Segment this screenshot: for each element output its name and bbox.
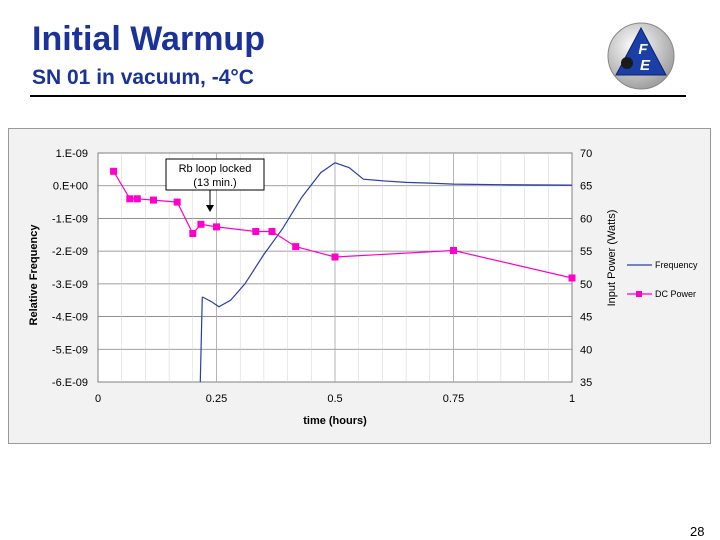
legend-dcpower-label: DC Power xyxy=(655,289,696,299)
annotation-arrowhead xyxy=(206,205,214,212)
svg-text:E: E xyxy=(640,57,651,74)
y-axis-title: Relative Frequency xyxy=(28,224,40,326)
y-tick-label: -4.E-09 xyxy=(52,312,88,324)
y2-tick-label: 60 xyxy=(580,213,592,225)
y2-tick-label: 65 xyxy=(580,181,592,193)
y2-tick-label: 40 xyxy=(580,344,592,356)
dc-power-marker xyxy=(268,228,276,235)
y-tick-label: -2.E-09 xyxy=(52,246,88,258)
gridlines xyxy=(98,153,572,382)
dc-power-marker xyxy=(189,230,197,237)
dc-power-marker xyxy=(150,196,157,204)
y2-tick-label: 45 xyxy=(580,312,592,324)
dc-power-marker xyxy=(197,220,205,228)
x-tick-label: 0 xyxy=(95,393,101,405)
y-tick-label: -1.E-09 xyxy=(52,213,88,225)
dc-power-marker xyxy=(331,253,339,261)
dc-power-marker xyxy=(213,223,220,231)
dc-power-marker xyxy=(133,195,141,203)
y-tick-label: -5.E-09 xyxy=(52,344,88,356)
slide-subtitle: SN 01 in vacuum, -4°C xyxy=(32,66,254,89)
annotation-line1: Rb loop locked xyxy=(179,163,252,175)
y-tick-label: 0.E+00 xyxy=(53,181,88,193)
frequency-line xyxy=(202,162,573,308)
tick-labels: 1.E-09 0.E+00 -1.E-09 -2.E-09 -3.E-09 -4.E-09… xyxy=(52,148,592,405)
legend-dcpower-marker xyxy=(636,291,642,297)
x-axis-title: time (hours) xyxy=(303,415,367,427)
y2-tick-label: 35 xyxy=(580,377,592,389)
y-tick-label: 1.E-09 xyxy=(56,148,88,160)
y-tick-label: -6.E-09 xyxy=(52,377,88,389)
svg-text:F: F xyxy=(638,41,648,58)
page-number: 28 xyxy=(690,524,705,539)
dc-power-marker xyxy=(126,195,134,203)
slide-title: Initial Warmup xyxy=(32,20,265,58)
dc-power-marker xyxy=(173,198,181,206)
x-tick-label: 0.5 xyxy=(327,393,342,405)
frequency-rise-segment xyxy=(199,296,203,383)
globe-icon xyxy=(621,57,633,69)
x-tick-label: 0.25 xyxy=(206,393,227,405)
y2-tick-label: 70 xyxy=(580,148,592,160)
dc-power-marker xyxy=(110,167,118,175)
y2-axis-title: Input Power (Watts) xyxy=(606,210,618,307)
dc-power-marker xyxy=(568,274,576,282)
y2-tick-label: 50 xyxy=(580,279,592,291)
legend-frequency-label: Frequency xyxy=(655,260,698,270)
y-tick-label: -3.E-09 xyxy=(52,279,88,291)
dc-power-marker xyxy=(252,228,260,235)
annotation-line2: (13 min.) xyxy=(193,177,236,189)
title-rule xyxy=(30,95,686,97)
x-tick-label: 0.75 xyxy=(443,393,464,405)
dc-power-marker xyxy=(292,243,300,251)
x-tick-label: 1 xyxy=(569,393,575,405)
y2-tick-label: 55 xyxy=(580,246,592,258)
fe-logo: F E xyxy=(607,22,675,90)
dc-power-marker xyxy=(450,247,457,254)
dc-power-series xyxy=(110,167,576,282)
annotation-box xyxy=(165,158,265,191)
frequency-series xyxy=(199,162,573,383)
